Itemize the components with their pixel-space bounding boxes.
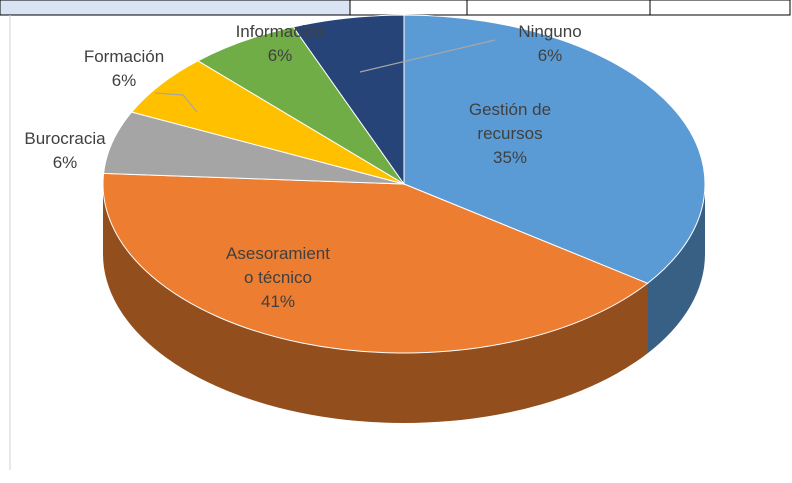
table-cell xyxy=(0,0,351,16)
slice xyxy=(102,172,649,354)
value-label: 6% xyxy=(111,71,137,90)
category-label: Gestión de recursos xyxy=(468,100,552,143)
data-label: Gestión de recursos 35% xyxy=(454,98,566,170)
value-label: 35% xyxy=(492,148,528,167)
category-label: Formación xyxy=(83,47,165,66)
data-label: Información 6% xyxy=(215,20,345,68)
table-cell xyxy=(349,0,468,16)
slice-side xyxy=(102,184,648,423)
leader-line xyxy=(359,39,496,73)
category-label: Información xyxy=(235,22,325,41)
data-label: Asesoramiento técnico 41% xyxy=(222,242,334,314)
table-cell xyxy=(649,0,791,16)
pie xyxy=(102,14,706,423)
value-label: 6% xyxy=(267,46,293,65)
value-label: 6% xyxy=(537,46,563,65)
leader-line xyxy=(154,92,198,113)
table-cell xyxy=(466,0,651,16)
value-label: 6% xyxy=(52,153,78,172)
category-label: Burocracia xyxy=(24,129,106,148)
category-label: Ninguno xyxy=(518,22,582,41)
data-label: Ninguno 6% xyxy=(495,20,605,68)
slice xyxy=(403,14,706,284)
slice-side xyxy=(647,184,705,354)
data-label: Formación 6% xyxy=(69,45,179,93)
value-label: 41% xyxy=(260,292,296,311)
data-label: Burocracia 6% xyxy=(10,127,120,175)
slice xyxy=(292,14,405,186)
category-label: Asesoramiento técnico xyxy=(226,244,330,287)
